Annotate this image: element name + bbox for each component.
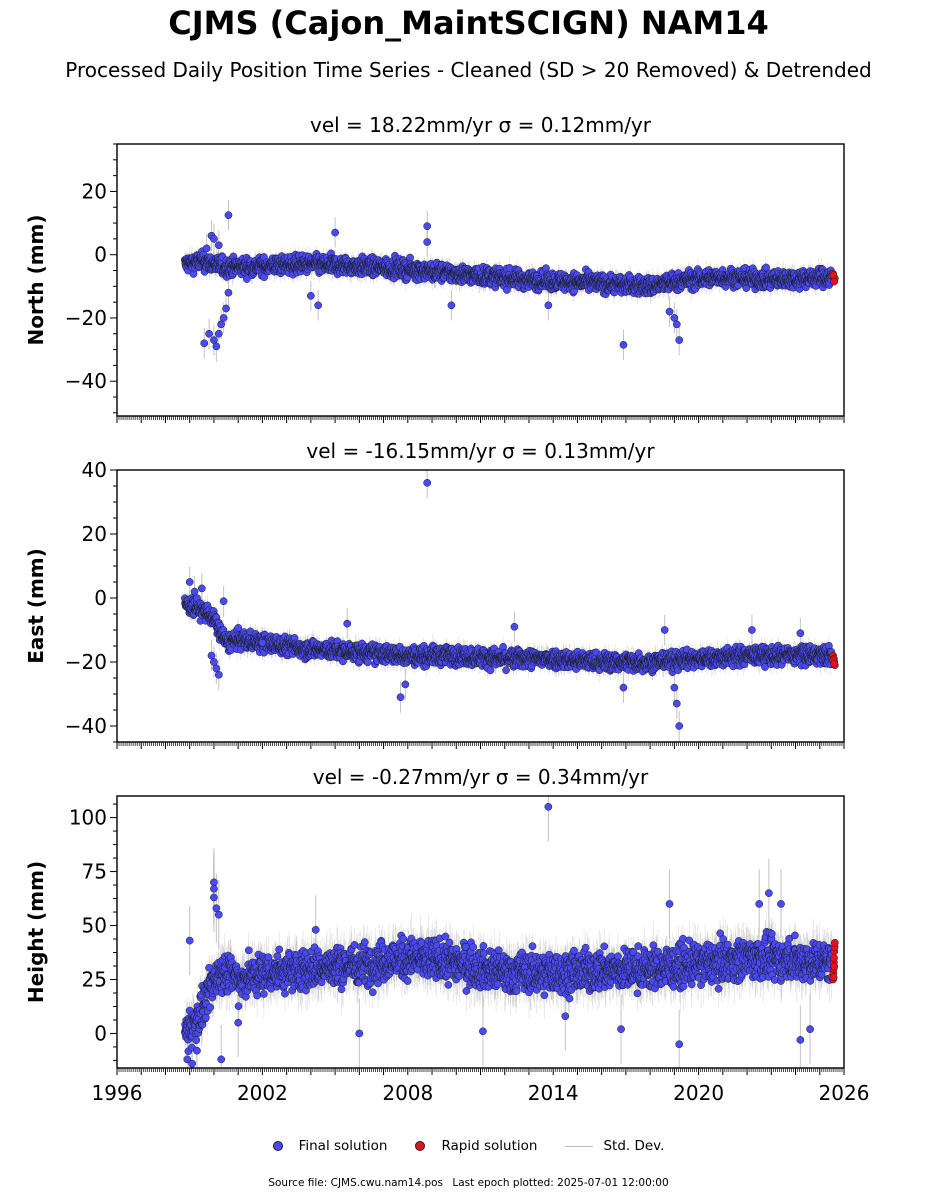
final-point (219, 314, 228, 322)
final-point (447, 301, 456, 310)
rapid-points (829, 269, 839, 286)
final-point (423, 222, 432, 231)
final-point (331, 228, 339, 237)
page-title: CJMS (Cajon_MaintSCIGN) NAM14 (168, 4, 769, 42)
final-point (672, 320, 681, 329)
final-point (314, 301, 322, 310)
final-point (224, 211, 233, 220)
final-point (224, 288, 233, 297)
charts-canvas: vel = 18.22mm/yr σ = 0.12mm/yr North (mm)… (24, 113, 869, 1105)
final-point (675, 336, 684, 344)
final-point (200, 339, 209, 348)
y-tick-label: 0 (94, 243, 107, 267)
final-point (214, 329, 223, 338)
rapid-point (830, 277, 838, 286)
final-point (665, 307, 674, 316)
final-point (307, 291, 315, 300)
final-point (222, 304, 230, 313)
final-point (423, 238, 432, 246)
y-tick-label: −40 (65, 369, 107, 393)
page-subtitle: Processed Daily Position Time Series - C… (65, 58, 872, 82)
y-tick-label: 20 (82, 179, 107, 203)
y-axis-label: North (mm) (24, 214, 48, 345)
y-tick-label: −20 (65, 306, 107, 330)
plot-area (181, 199, 839, 362)
final-point (210, 235, 218, 243)
final-points (181, 211, 836, 351)
final-point (243, 275, 251, 283)
final-point (202, 244, 211, 253)
final-point (212, 342, 221, 351)
panel-title: vel = 18.22mm/yr σ = 0.12mm/yr (310, 113, 652, 137)
final-point (205, 329, 213, 338)
final-point (619, 340, 628, 349)
final-point (214, 241, 223, 250)
final-point (544, 301, 553, 310)
final-point (406, 253, 414, 262)
rapid-point (829, 271, 838, 280)
panel-north: vel = 18.22mm/yr σ = 0.12mm/yr North (mm)… (24, 113, 845, 423)
